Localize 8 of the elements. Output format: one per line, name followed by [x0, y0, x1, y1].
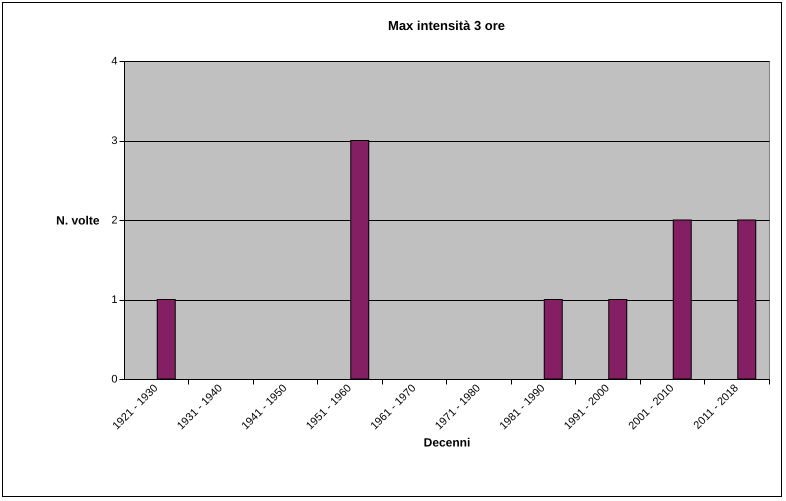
y-tick-label: 2 — [111, 214, 118, 226]
chart-title: Max intensità 3 ore — [388, 18, 506, 33]
y-tick-label: 3 — [111, 135, 118, 147]
x-axis-title: Decenni — [424, 436, 470, 450]
y-axis-title: N. volte — [56, 214, 100, 228]
y-tick-label: 1 — [111, 294, 118, 306]
y-tick-label: 4 — [111, 56, 118, 68]
y-tick-label: 0 — [111, 374, 118, 386]
